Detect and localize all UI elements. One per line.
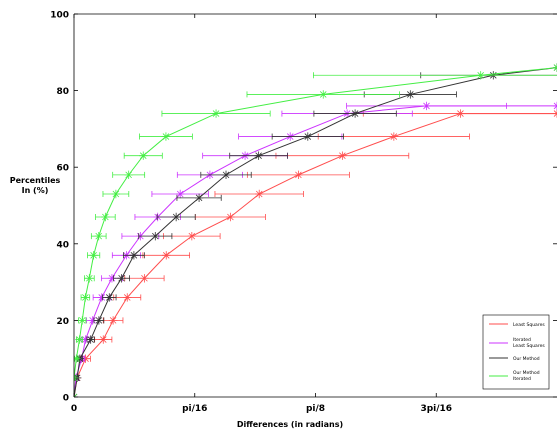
data-point-marker	[94, 231, 103, 241]
x-tick-label: pi/16	[182, 404, 207, 414]
data-point-marker	[319, 90, 328, 99]
data-point-marker	[89, 251, 98, 260]
legend-entry: Our Method	[489, 356, 540, 362]
data-point-marker	[99, 335, 108, 344]
data-point-marker	[552, 101, 557, 111]
data-point-marker	[389, 132, 399, 141]
data-point-marker	[88, 316, 97, 325]
y-tick-label: 60	[56, 164, 69, 174]
data-point-marker	[123, 293, 132, 302]
data-point-marker	[81, 335, 90, 344]
y-axis-title-line-2: In (%)	[22, 186, 49, 195]
data-point-marker	[171, 212, 181, 222]
legend-entry: Iterated Least Squares	[489, 337, 545, 349]
data-point-marker	[151, 231, 160, 241]
y-tick-label: 20	[56, 317, 69, 327]
data-point-marker	[111, 189, 121, 199]
series-3	[74, 63, 557, 397]
data-point-marker	[211, 109, 221, 118]
data-point-marker	[552, 63, 557, 72]
data-point-marker	[456, 109, 465, 118]
data-point-marker	[406, 90, 415, 99]
data-point-marker	[74, 354, 81, 363]
y-tick-label: 40	[56, 240, 69, 250]
data-point-marker	[255, 189, 264, 199]
y-axis-title-line-1: Percentiles	[10, 176, 61, 185]
data-point-marker	[124, 170, 133, 180]
data-point-marker	[108, 316, 118, 325]
y-tick-label: 80	[56, 87, 69, 97]
data-point-marker	[294, 170, 303, 180]
series-layer	[74, 63, 557, 397]
legend-entry: Least Squares	[489, 322, 545, 328]
data-point-marker	[161, 132, 171, 141]
series-line	[74, 67, 557, 397]
data-point-marker	[338, 151, 347, 160]
legend-label: Least Squares	[513, 322, 545, 328]
data-point-marker	[422, 101, 431, 111]
axes-layer: 0 20 40 60 80 100 0 pi/16 pi/8 3pi/16	[50, 11, 557, 414]
data-point-marker	[107, 274, 117, 283]
series-line	[74, 113, 557, 397]
legend-label: Our Method	[513, 356, 540, 362]
legend-box	[482, 314, 550, 390]
y-tick-label: 100	[50, 11, 69, 21]
legend-label: Least Squares	[513, 343, 545, 349]
legend-label: Iterated	[513, 376, 531, 382]
data-point-marker	[254, 151, 263, 160]
legend-entry: Our Method Iterated	[489, 370, 540, 382]
data-point-marker	[221, 170, 231, 180]
x-tick-label: pi/8	[306, 404, 325, 414]
data-point-marker	[303, 132, 313, 141]
data-point-marker	[101, 212, 110, 222]
x-axis-title: Differences (in radians)	[237, 420, 343, 429]
data-point-marker	[162, 251, 171, 260]
data-point-marker	[350, 109, 360, 118]
data-point-marker	[140, 274, 149, 283]
data-point-marker	[139, 151, 148, 160]
data-point-marker	[105, 293, 114, 302]
data-point-marker	[194, 193, 204, 203]
data-point-marker	[129, 251, 139, 260]
y-tick-label: 0	[63, 394, 69, 404]
legend-label: Iterated	[513, 337, 531, 343]
data-point-marker	[85, 274, 94, 283]
x-tick-label: 0	[71, 404, 77, 414]
data-point-marker	[86, 335, 95, 344]
data-point-marker	[81, 293, 90, 302]
data-point-marker	[176, 189, 185, 199]
data-point-marker	[226, 212, 235, 222]
series-line	[74, 67, 557, 397]
x-tick-label: 3pi/16	[420, 404, 452, 414]
data-point-marker	[187, 231, 197, 241]
series-0	[74, 109, 557, 397]
legend-label: Our Method	[513, 370, 540, 376]
data-point-marker	[476, 71, 485, 80]
data-point-marker	[117, 274, 126, 283]
series-2	[74, 63, 557, 397]
data-point-marker	[552, 109, 557, 118]
data-point-marker	[75, 335, 84, 344]
legend: Least Squares Iterated Least Squares Our…	[482, 314, 550, 390]
data-point-marker	[78, 316, 87, 325]
data-point-marker	[97, 293, 106, 302]
data-point-marker	[94, 316, 104, 325]
